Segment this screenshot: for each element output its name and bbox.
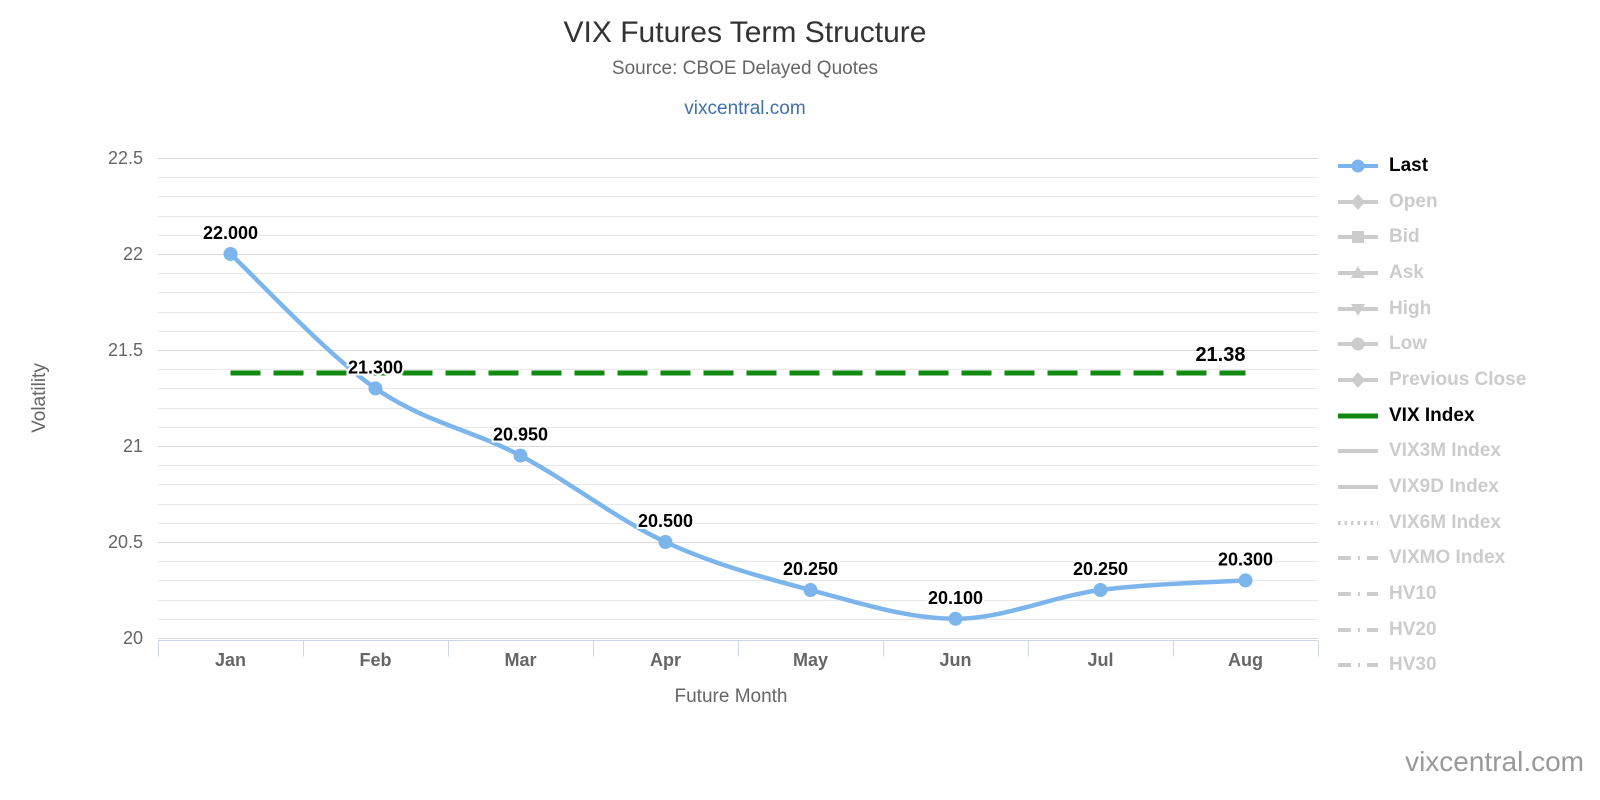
x-axis-title: Future Month	[675, 686, 788, 707]
legend-solid-line-icon	[1338, 485, 1378, 490]
chart-title: VIX Futures Term Structure	[563, 16, 927, 49]
y-tick-label: 22	[123, 244, 143, 264]
legend-label: VIX Index	[1389, 404, 1475, 426]
x-tick-label: Aug	[1228, 650, 1263, 670]
legend-item-ask[interactable]: Ask	[1336, 255, 1526, 291]
legend-dashdot-line-icon	[1338, 556, 1378, 561]
legend-label: VIXMO Index	[1389, 547, 1506, 569]
legend-dotted-line-icon	[1338, 520, 1378, 525]
legend-label: Bid	[1389, 226, 1420, 248]
legend-triangle-down-icon	[1338, 303, 1378, 316]
data-point-feb[interactable]	[368, 381, 383, 396]
legend-label: High	[1389, 297, 1432, 319]
data-point-apr[interactable]	[658, 535, 673, 549]
data-label-may: 20.250	[783, 559, 838, 579]
legend-item-open[interactable]: Open	[1336, 184, 1526, 220]
data-point-jun[interactable]	[948, 611, 963, 626]
legend-item-hv10[interactable]: HV10	[1336, 576, 1526, 612]
data-label-feb: 21.300	[348, 357, 403, 377]
x-tick-label: Apr	[650, 650, 681, 670]
legend-label: VIX3M Index	[1389, 440, 1501, 462]
legend-item-hv20[interactable]: HV20	[1336, 612, 1526, 648]
legend-item-vix-index[interactable]: VIX Index	[1336, 398, 1526, 434]
legend-label: Open	[1389, 190, 1438, 212]
legend-label: HV30	[1389, 654, 1437, 676]
data-label-aug: 20.300	[1218, 549, 1273, 569]
y-tick-label: 20	[123, 628, 143, 648]
x-axis-labels: Jan Feb Mar Apr May Jun Jul Aug	[215, 650, 1263, 670]
y-tick-label: 20.5	[108, 532, 143, 552]
legend-item-vixmo-index[interactable]: VIXMO Index	[1336, 541, 1526, 577]
legend-label: VIX6M Index	[1389, 511, 1501, 533]
legend-square-icon	[1338, 231, 1378, 244]
legend-dashdot-line-icon	[1338, 627, 1378, 632]
major-gridlines	[158, 158, 1318, 639]
legend-item-last[interactable]: Last	[1336, 148, 1526, 184]
legend-label: Last	[1389, 154, 1429, 176]
data-label-mar: 20.950	[493, 425, 548, 445]
data-point-mar[interactable]	[513, 448, 528, 463]
watermark: vixcentral.com	[1405, 746, 1584, 777]
x-tick-label: Jul	[1087, 650, 1113, 670]
legend-item-high[interactable]: High	[1336, 291, 1526, 327]
legend-diamond-icon	[1338, 371, 1378, 388]
x-tick-label: Jun	[939, 650, 971, 670]
legend-item-vix6m-index[interactable]: VIX6M Index	[1336, 505, 1526, 541]
vix-index-value-label: 21.38	[1195, 344, 1245, 366]
y-axis-labels: 20 20.5 21 21.5 22 22.5	[108, 148, 143, 648]
legend-label: VIX9D Index	[1389, 476, 1499, 498]
legend-label: Ask	[1389, 261, 1424, 283]
legend-item-low[interactable]: Low	[1336, 326, 1526, 362]
chart-subtitle: Source: CBOE Delayed Quotes	[611, 58, 879, 79]
x-tick-label: Feb	[359, 650, 391, 670]
x-tick-label: Mar	[504, 650, 536, 670]
legend-dashdot-line-icon	[1338, 592, 1378, 597]
legend-circle-icon	[1338, 337, 1378, 351]
legend-solid-line-icon	[1338, 413, 1378, 419]
legend-dashdot-line-icon	[1338, 663, 1378, 668]
legend-item-vix9d-index[interactable]: VIX9D Index	[1336, 469, 1526, 505]
legend-label: HV10	[1389, 583, 1437, 605]
data-label-jan: 22.000	[203, 223, 258, 243]
legend: Last Open Bid Ask High Low Previous Close VIX I…	[1336, 148, 1526, 683]
y-tick-label: 21.5	[108, 340, 143, 360]
data-point-jan[interactable]	[223, 247, 238, 261]
y-tick-label: 22.5	[108, 148, 143, 168]
data-point-aug[interactable]	[1238, 573, 1253, 588]
legend-item-bid[interactable]: Bid	[1336, 219, 1526, 255]
x-axis-line	[158, 640, 1319, 657]
data-label-jun: 20.100	[928, 588, 983, 608]
legend-item-previous-close[interactable]: Previous Close	[1336, 362, 1526, 398]
legend-circle-icon	[1338, 159, 1378, 173]
legend-solid-line-icon	[1338, 449, 1378, 454]
legend-item-vix3m-index[interactable]: VIX3M Index	[1336, 434, 1526, 470]
minor-gridlines	[158, 177, 1318, 620]
data-label-jul: 20.250	[1073, 559, 1128, 579]
y-axis-title: Volatility	[29, 363, 50, 433]
data-point-jul[interactable]	[1093, 583, 1108, 597]
legend-label: HV20	[1389, 618, 1437, 640]
data-point-may[interactable]	[803, 583, 818, 597]
legend-label: Low	[1389, 333, 1427, 355]
data-label-apr: 20.500	[638, 511, 693, 531]
vixcentral-link[interactable]: vixcentral.com	[684, 98, 806, 119]
legend-triangle-up-icon	[1338, 265, 1378, 278]
x-tick-label: May	[793, 650, 828, 670]
legend-diamond-icon	[1338, 193, 1378, 210]
legend-item-hv30[interactable]: HV30	[1336, 648, 1526, 684]
legend-label: Previous Close	[1389, 368, 1527, 390]
x-tick-label: Jan	[215, 650, 246, 670]
y-tick-label: 21	[123, 436, 143, 456]
